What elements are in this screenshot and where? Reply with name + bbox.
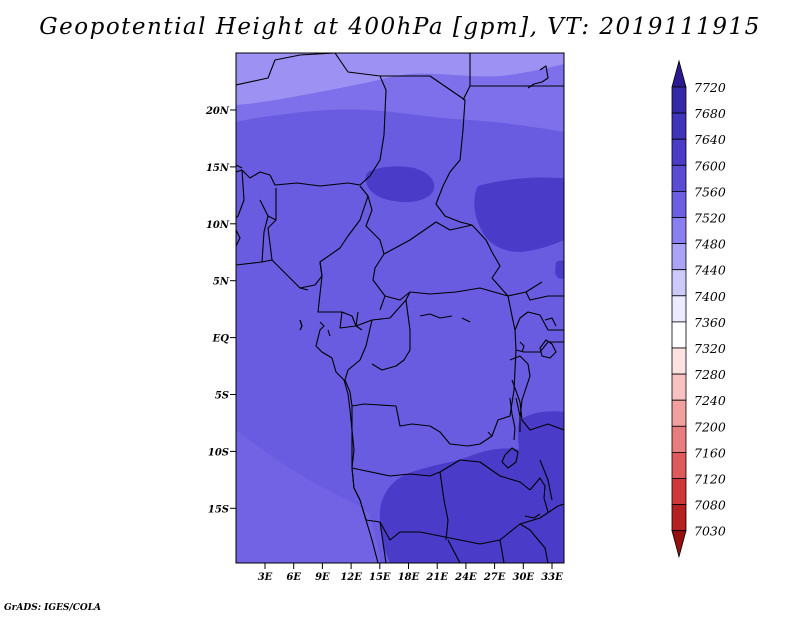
contour-7600-east-small	[555, 260, 564, 279]
colorbar-level-label: 7200	[694, 419, 726, 434]
country-borders	[236, 53, 564, 563]
map-title: Geopotential Height at 400hPa [gpm], VT:…	[39, 14, 761, 40]
lon-tick-label: 6E	[286, 572, 301, 583]
colorbar-level-label: 7160	[694, 445, 726, 460]
colorbar-swatch	[671, 451, 687, 479]
colorbar-level-label: 7680	[694, 106, 726, 121]
colorbar-level-label: 7080	[694, 498, 726, 513]
longitude-axis: 3E 6E 9E 12E 15E 18E 21E 24E 27E 30E 33E	[258, 563, 563, 583]
colorbar-swatch	[671, 138, 687, 166]
lat-tick-label: 15N	[206, 163, 230, 174]
colorbar-swatch	[671, 504, 687, 532]
colorbar-swatch	[671, 321, 687, 349]
contour-7600-sahel-west	[365, 166, 435, 203]
lon-tick-label: 3E	[258, 572, 273, 583]
colorbar-swatch	[671, 86, 687, 114]
lon-tick-label: 12E	[340, 572, 362, 583]
colorbar-swatch	[671, 478, 687, 506]
colorbar-level-label: 7280	[694, 367, 726, 382]
colorbar-swatch	[671, 295, 687, 323]
map-panel	[236, 53, 564, 563]
colorbar-swatch	[671, 243, 687, 271]
lat-tick-label: 15S	[208, 504, 229, 515]
colorbar-level-label: 7720	[694, 80, 726, 95]
lon-tick-label: 33E	[541, 572, 563, 583]
contour-7600-sahel-east	[474, 177, 564, 252]
colorbar-swatch	[671, 373, 687, 401]
lat-tick-label: 20N	[205, 106, 230, 117]
contour-7520-southwest	[236, 430, 381, 563]
lon-tick-label: 21E	[425, 572, 448, 583]
lon-tick-label: 9E	[315, 572, 330, 583]
colorbar: 7720 7680 7640 7600 7560 7520 7480 7440 7400 7360…	[671, 59, 726, 559]
lon-tick-label: 18E	[398, 572, 420, 583]
colorbar-swatch	[671, 217, 687, 245]
lat-tick-label: 10N	[206, 220, 230, 231]
colorbar-level-label: 7440	[694, 263, 726, 278]
colorbar-swatch	[671, 112, 687, 140]
colorbar-level-label: 7400	[694, 289, 726, 304]
coastlines	[236, 229, 557, 563]
lon-tick-label: 30E	[513, 572, 535, 583]
lat-tick-label: 10S	[208, 447, 229, 458]
latitude-axis: 20N 15N 10N 5N EQ 5S 10S 15S	[205, 106, 236, 515]
colorbar-level-label: 7560	[694, 184, 726, 199]
colorbar-level-label: 7320	[694, 341, 726, 356]
colorbar-swatch	[671, 425, 687, 453]
colorbar-level-label: 7640	[694, 132, 726, 147]
colorbar-swatch	[671, 347, 687, 375]
colorbar-swatch	[671, 269, 687, 297]
colorbar-swatch	[671, 164, 687, 192]
colorbar-level-label: 7120	[694, 472, 726, 487]
lon-tick-label: 15E	[369, 572, 391, 583]
colorbar-level-label: 7360	[694, 315, 726, 330]
lat-tick-label: 5S	[215, 391, 229, 402]
lon-tick-label: 24E	[454, 572, 477, 583]
lon-tick-label: 27E	[483, 572, 506, 583]
colorbar-level-label: 7600	[694, 158, 726, 173]
contour-7480-north	[236, 53, 564, 105]
colorbar-level-label: 7480	[694, 237, 726, 252]
colorbar-swatch	[671, 190, 687, 218]
colorbar-swatch	[671, 399, 687, 427]
grads-credit: GrADS: IGES/COLA	[4, 603, 102, 613]
lat-tick-label: 5N	[213, 277, 230, 288]
colorbar-level-label: 7520	[694, 211, 726, 226]
map-frame	[235, 52, 565, 564]
colorbar-level-label: 7030	[694, 524, 726, 539]
colorbar-level-label: 7240	[694, 393, 726, 408]
contour-7600-south	[379, 448, 564, 563]
colorbar-bottom-arrow	[671, 530, 687, 559]
lat-tick-label: EQ	[212, 334, 230, 345]
colorbar-top-arrow	[671, 59, 687, 88]
